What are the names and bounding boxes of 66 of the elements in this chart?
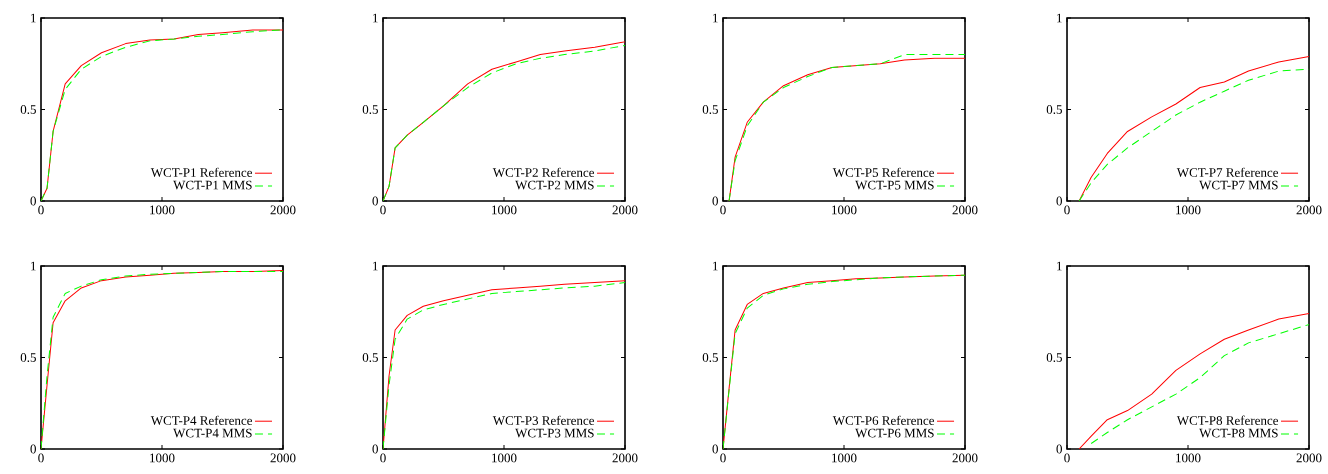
legend-label: WCT-P8 Reference bbox=[1176, 415, 1279, 425]
y-tick-label: 0.5 bbox=[1046, 105, 1062, 114]
x-tick-label: 1000 bbox=[1176, 453, 1201, 463]
x-tick-label: 1000 bbox=[492, 453, 517, 463]
x-tick-label: 0 bbox=[38, 453, 44, 463]
x-tick-label: 1000 bbox=[832, 205, 857, 215]
x-tick-label: 0 bbox=[720, 453, 726, 463]
y-tick-label: 1 bbox=[31, 13, 36, 23]
y-tick-label: 0 bbox=[1056, 196, 1062, 206]
x-tick-label: 1000 bbox=[492, 205, 517, 215]
y-tick-label: 0 bbox=[30, 196, 36, 206]
legend-label: WCT-P7 MMS bbox=[1199, 180, 1278, 190]
legend-label: WCT-P2 Reference bbox=[492, 167, 595, 177]
x-tick-label: 0 bbox=[1064, 205, 1070, 215]
y-tick-label: 1 bbox=[713, 261, 718, 271]
x-tick-label: 2000 bbox=[612, 453, 638, 463]
legend-label: WCT-P6 MMS bbox=[855, 428, 934, 438]
y-tick-label: 0.5 bbox=[1046, 353, 1062, 362]
y-tick-label: 0.5 bbox=[362, 105, 378, 114]
x-tick-label: 1000 bbox=[150, 453, 175, 463]
legend-label: WCT-P1 Reference bbox=[150, 167, 253, 177]
x-tick-label: 0 bbox=[38, 205, 44, 215]
y-tick-label: 0 bbox=[30, 444, 36, 454]
y-tick-label: 1 bbox=[1057, 13, 1062, 23]
y-tick-label: 1 bbox=[713, 13, 718, 23]
x-tick-label: 2000 bbox=[270, 205, 296, 215]
y-tick-label: 0 bbox=[712, 444, 718, 454]
legend-label: WCT-P5 Reference bbox=[832, 167, 935, 177]
legend-label: WCT-P8 MMS bbox=[1199, 428, 1278, 438]
x-tick-label: 1000 bbox=[832, 453, 857, 463]
y-tick-label: 0.5 bbox=[702, 105, 718, 114]
x-tick-label: 0 bbox=[380, 453, 386, 463]
legend-label: WCT-P4 Reference bbox=[150, 415, 253, 426]
y-tick-label: 0 bbox=[372, 444, 378, 454]
x-tick-label: 2000 bbox=[952, 205, 978, 215]
x-tick-label: 0 bbox=[720, 205, 726, 215]
y-tick-label: 1 bbox=[31, 261, 36, 271]
y-tick-label: 0.5 bbox=[702, 353, 718, 362]
x-tick-label: 2000 bbox=[612, 205, 638, 215]
x-tick-label: 2000 bbox=[1296, 453, 1322, 463]
legend-label: WCT-P7 Reference bbox=[1176, 167, 1279, 177]
legend-label: WCT-P3 Reference bbox=[492, 415, 595, 426]
line-series bbox=[1078, 313, 1310, 449]
line-series bbox=[41, 29, 283, 201]
legend-label: WCT-P2 MMS bbox=[515, 180, 594, 190]
y-tick-label: 1 bbox=[1057, 261, 1062, 271]
legend-label: WCT-P6 Reference bbox=[832, 415, 935, 426]
x-tick-label: 0 bbox=[1064, 453, 1070, 463]
x-tick-label: 2000 bbox=[270, 453, 296, 463]
legend-label: WCT-P5 MMS bbox=[855, 180, 934, 190]
x-tick-label: 2000 bbox=[1296, 205, 1322, 215]
x-tick-label: 1000 bbox=[150, 205, 175, 215]
y-tick-label: 0.5 bbox=[362, 353, 378, 362]
y-tick-label: 1 bbox=[373, 261, 378, 271]
y-tick-label: 0 bbox=[712, 196, 718, 206]
y-tick-label: 0.5 bbox=[20, 105, 36, 114]
y-tick-label: 1 bbox=[373, 13, 378, 23]
y-tick-label: 0 bbox=[372, 196, 378, 206]
y-tick-label: 0.5 bbox=[20, 353, 36, 362]
legend-label: WCT-P4 MMS bbox=[173, 428, 252, 438]
legend-label: WCT-P3 MMS bbox=[515, 428, 594, 438]
legend-label: WCT-P1 MMS bbox=[173, 180, 252, 190]
x-tick-label: 0 bbox=[380, 205, 386, 215]
y-tick-label: 0 bbox=[1056, 444, 1062, 454]
x-tick-label: 1000 bbox=[1176, 205, 1201, 215]
x-tick-label: 2000 bbox=[952, 453, 978, 463]
